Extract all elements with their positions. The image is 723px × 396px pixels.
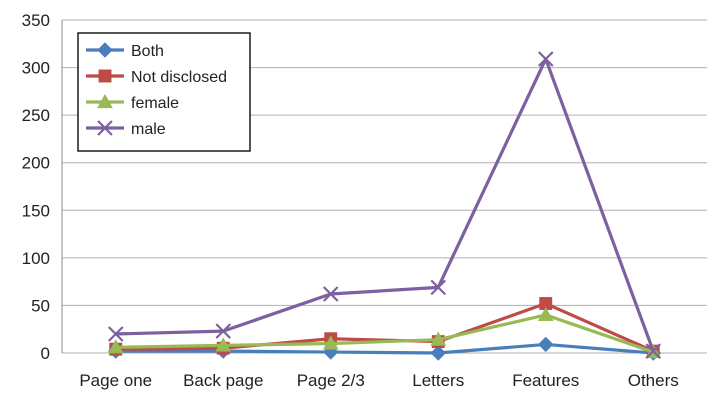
x-tick-label: Page one — [79, 371, 152, 390]
legend-item: female — [86, 93, 179, 112]
data-point-marker — [322, 335, 339, 350]
series-male — [107, 51, 662, 359]
y-tick-label: 350 — [22, 11, 50, 30]
data-point-marker — [537, 51, 554, 67]
y-tick-label: 300 — [22, 59, 50, 78]
data-point-marker — [430, 345, 446, 361]
y-tick-label: 100 — [22, 249, 50, 268]
legend-marker — [97, 42, 113, 58]
data-point-marker — [538, 336, 554, 353]
legend-marker — [98, 69, 112, 83]
legend-label: Both — [131, 43, 164, 60]
series-line — [114, 313, 655, 354]
data-point-marker — [645, 343, 662, 359]
legend-item: Both — [86, 42, 164, 60]
x-tick-label: Page 2/3 — [297, 371, 365, 390]
series-line — [114, 342, 655, 355]
data-point-marker — [215, 323, 232, 339]
series-line — [114, 301, 655, 353]
x-tick-label: Back page — [183, 371, 263, 390]
data-point-marker — [430, 279, 447, 296]
legend-label: male — [131, 121, 166, 138]
data-point-marker — [107, 326, 124, 342]
legend-item: male — [86, 120, 166, 138]
y-tick-label: 200 — [22, 154, 50, 173]
legend-marker — [97, 93, 113, 109]
data-point-marker — [537, 306, 554, 322]
data-point-marker — [430, 331, 447, 346]
data-point-marker — [215, 337, 232, 352]
axis-layer: 0 50 100 150 200 250 300 350 Page one Back page Pa… — [22, 11, 679, 390]
x-tick-label: Letters — [412, 371, 464, 390]
data-point-marker — [322, 286, 339, 302]
legend-item: Not disclosed — [86, 69, 227, 86]
y-tick-label: 50 — [31, 296, 50, 315]
legend-marker — [97, 120, 113, 136]
legend-label: Not disclosed — [131, 69, 227, 86]
y-tick-label: 150 — [22, 201, 50, 220]
legend-label: female — [131, 95, 179, 112]
series-layer — [107, 51, 662, 361]
y-tick-label: 250 — [22, 106, 50, 125]
data-point-marker — [107, 339, 124, 354]
legend: Both Not disclosed female male — [77, 32, 251, 152]
y-tick-label: 0 — [41, 344, 50, 363]
x-tick-label: Others — [628, 371, 679, 390]
x-tick-label: Features — [512, 371, 579, 390]
series-line — [114, 57, 655, 353]
